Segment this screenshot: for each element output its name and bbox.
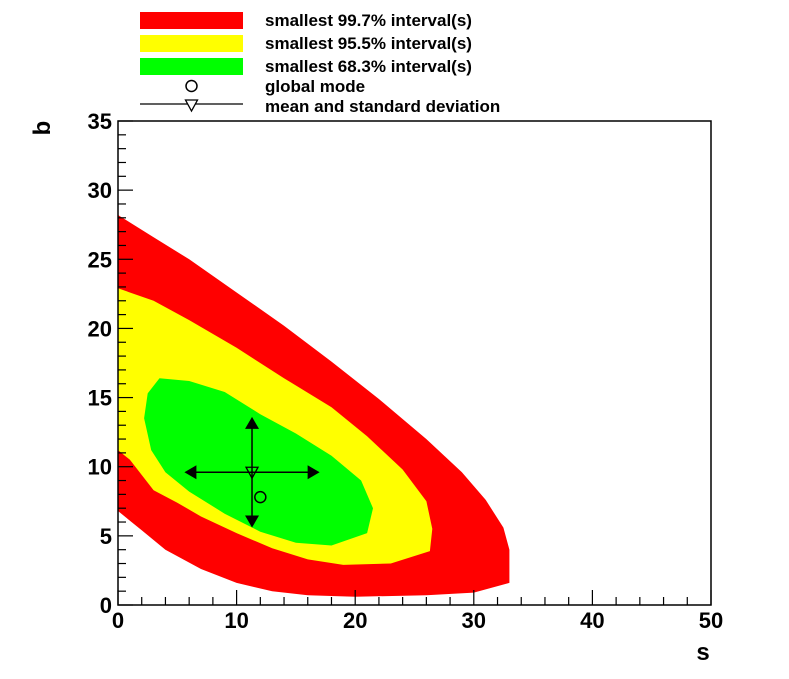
y-tick-label: 15 — [88, 386, 112, 411]
x-tick-label: 10 — [224, 608, 248, 633]
legend-label-ci955: smallest 95.5% interval(s) — [265, 34, 472, 53]
legend-swatch-ci683 — [140, 58, 243, 75]
x-tick-label: 20 — [343, 608, 367, 633]
credible-regions — [118, 215, 510, 597]
x-tick-label: 0 — [112, 608, 124, 633]
legend-label-mode: global mode — [265, 77, 365, 96]
markers — [184, 416, 320, 528]
mean-marker-triangle-icon — [244, 466, 260, 480]
arrow-right-icon — [307, 465, 320, 480]
y-tick-label: 10 — [88, 455, 112, 480]
legend-label-ci683: smallest 68.3% interval(s) — [265, 57, 472, 76]
legend-swatch-ci997 — [140, 12, 243, 29]
y-tick-label: 20 — [88, 316, 112, 341]
arrow-down-icon — [245, 515, 260, 528]
y-tick-label: 30 — [88, 178, 112, 203]
arrow-up-icon — [245, 416, 260, 429]
region-ci683 — [144, 378, 373, 546]
legend-label-ci997: smallest 99.7% interval(s) — [265, 11, 472, 30]
y-tick-label: 0 — [100, 593, 112, 618]
plot-frame — [117, 120, 712, 606]
x-tick-label: 40 — [580, 608, 604, 633]
legend-triangle-icon — [184, 99, 199, 113]
y-axis-title: b — [29, 121, 56, 136]
x-axis: 0 10 20 30 40 50 — [112, 590, 723, 633]
y-axis: 0 5 10 15 20 25 30 35 — [88, 109, 133, 618]
legend-circle-icon — [185, 79, 198, 93]
plot-area — [118, 215, 510, 597]
legend-swatch-ci955 — [140, 35, 243, 52]
global-mode-circle-icon — [254, 490, 267, 504]
y-tick-label: 25 — [88, 247, 112, 272]
x-tick-label: 50 — [699, 608, 723, 633]
legend: smallest 99.7% interval(s) smallest 95.5%… — [140, 11, 500, 116]
legend-label-mean: mean and standard deviation — [265, 97, 500, 116]
y-tick-label: 5 — [100, 524, 112, 549]
arrow-left-icon — [184, 465, 197, 480]
y-tick-label: 35 — [88, 109, 112, 134]
x-tick-label: 30 — [462, 608, 486, 633]
x-axis-title: s — [696, 639, 709, 666]
